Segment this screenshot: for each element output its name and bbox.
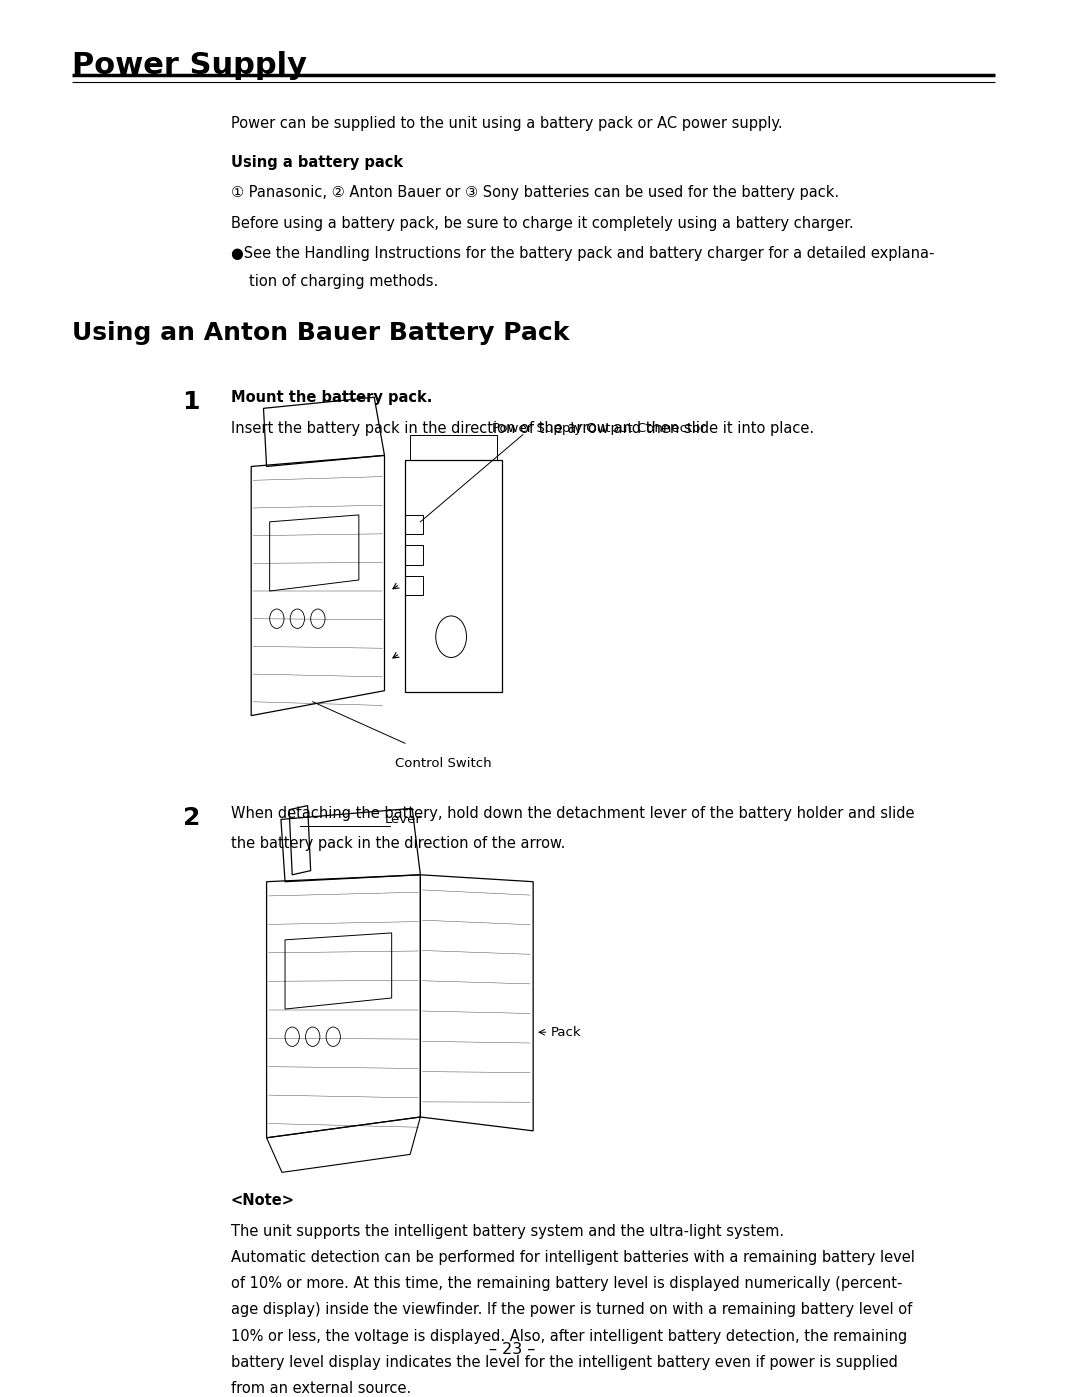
Text: from an external source.: from an external source. — [231, 1382, 411, 1397]
Text: When detaching the battery, hold down the detachment lever of the battery holder: When detaching the battery, hold down th… — [231, 806, 914, 820]
Text: 2: 2 — [183, 806, 200, 830]
Text: battery level display indicates the level for the intelligent battery even if po: battery level display indicates the leve… — [231, 1355, 897, 1370]
Text: Mount the battery pack.: Mount the battery pack. — [231, 390, 432, 405]
Text: 10% or less, the voltage is displayed. Also, after intelligent battery detection: 10% or less, the voltage is displayed. A… — [231, 1329, 907, 1344]
Text: age display) inside the viewfinder. If the power is turned on with a remaining b: age display) inside the viewfinder. If t… — [231, 1302, 912, 1317]
Text: of 10% or more. At this time, the remaining battery level is displayed numerical: of 10% or more. At this time, the remain… — [231, 1277, 902, 1291]
Text: 1: 1 — [183, 390, 200, 415]
Text: Using a battery pack: Using a battery pack — [231, 155, 403, 170]
Text: Power Supply Output Connector: Power Supply Output Connector — [492, 422, 706, 434]
Text: – 23 –: – 23 – — [489, 1343, 536, 1356]
Text: <Note>: <Note> — [231, 1193, 295, 1208]
Text: ① Panasonic, ② Anton Bauer or ③ Sony batteries can be used for the battery pack.: ① Panasonic, ② Anton Bauer or ③ Sony bat… — [231, 186, 839, 201]
Text: Control Switch: Control Switch — [395, 757, 491, 770]
Text: tion of charging methods.: tion of charging methods. — [249, 274, 438, 289]
Text: Using an Anton Bauer Battery Pack: Using an Anton Bauer Battery Pack — [71, 321, 569, 345]
Text: Before using a battery pack, be sure to charge it completely using a battery cha: Before using a battery pack, be sure to … — [231, 217, 853, 231]
Text: The unit supports the intelligent battery system and the ultra-light system.: The unit supports the intelligent batter… — [231, 1224, 784, 1239]
Text: the battery pack in the direction of the arrow.: the battery pack in the direction of the… — [231, 835, 565, 851]
Text: Automatic detection can be performed for intelligent batteries with a remaining : Automatic detection can be performed for… — [231, 1250, 915, 1264]
Text: Insert the battery pack in the direction of the arrow and then slide it into pla: Insert the battery pack in the direction… — [231, 420, 814, 436]
Text: ●See the Handling Instructions for the battery pack and battery charger for a de: ●See the Handling Instructions for the b… — [231, 246, 934, 261]
Text: Pack: Pack — [551, 1025, 581, 1039]
Text: Power can be supplied to the unit using a battery pack or AC power supply.: Power can be supplied to the unit using … — [231, 116, 782, 131]
Text: Power Supply: Power Supply — [71, 52, 307, 80]
Text: Lever: Lever — [384, 813, 421, 827]
